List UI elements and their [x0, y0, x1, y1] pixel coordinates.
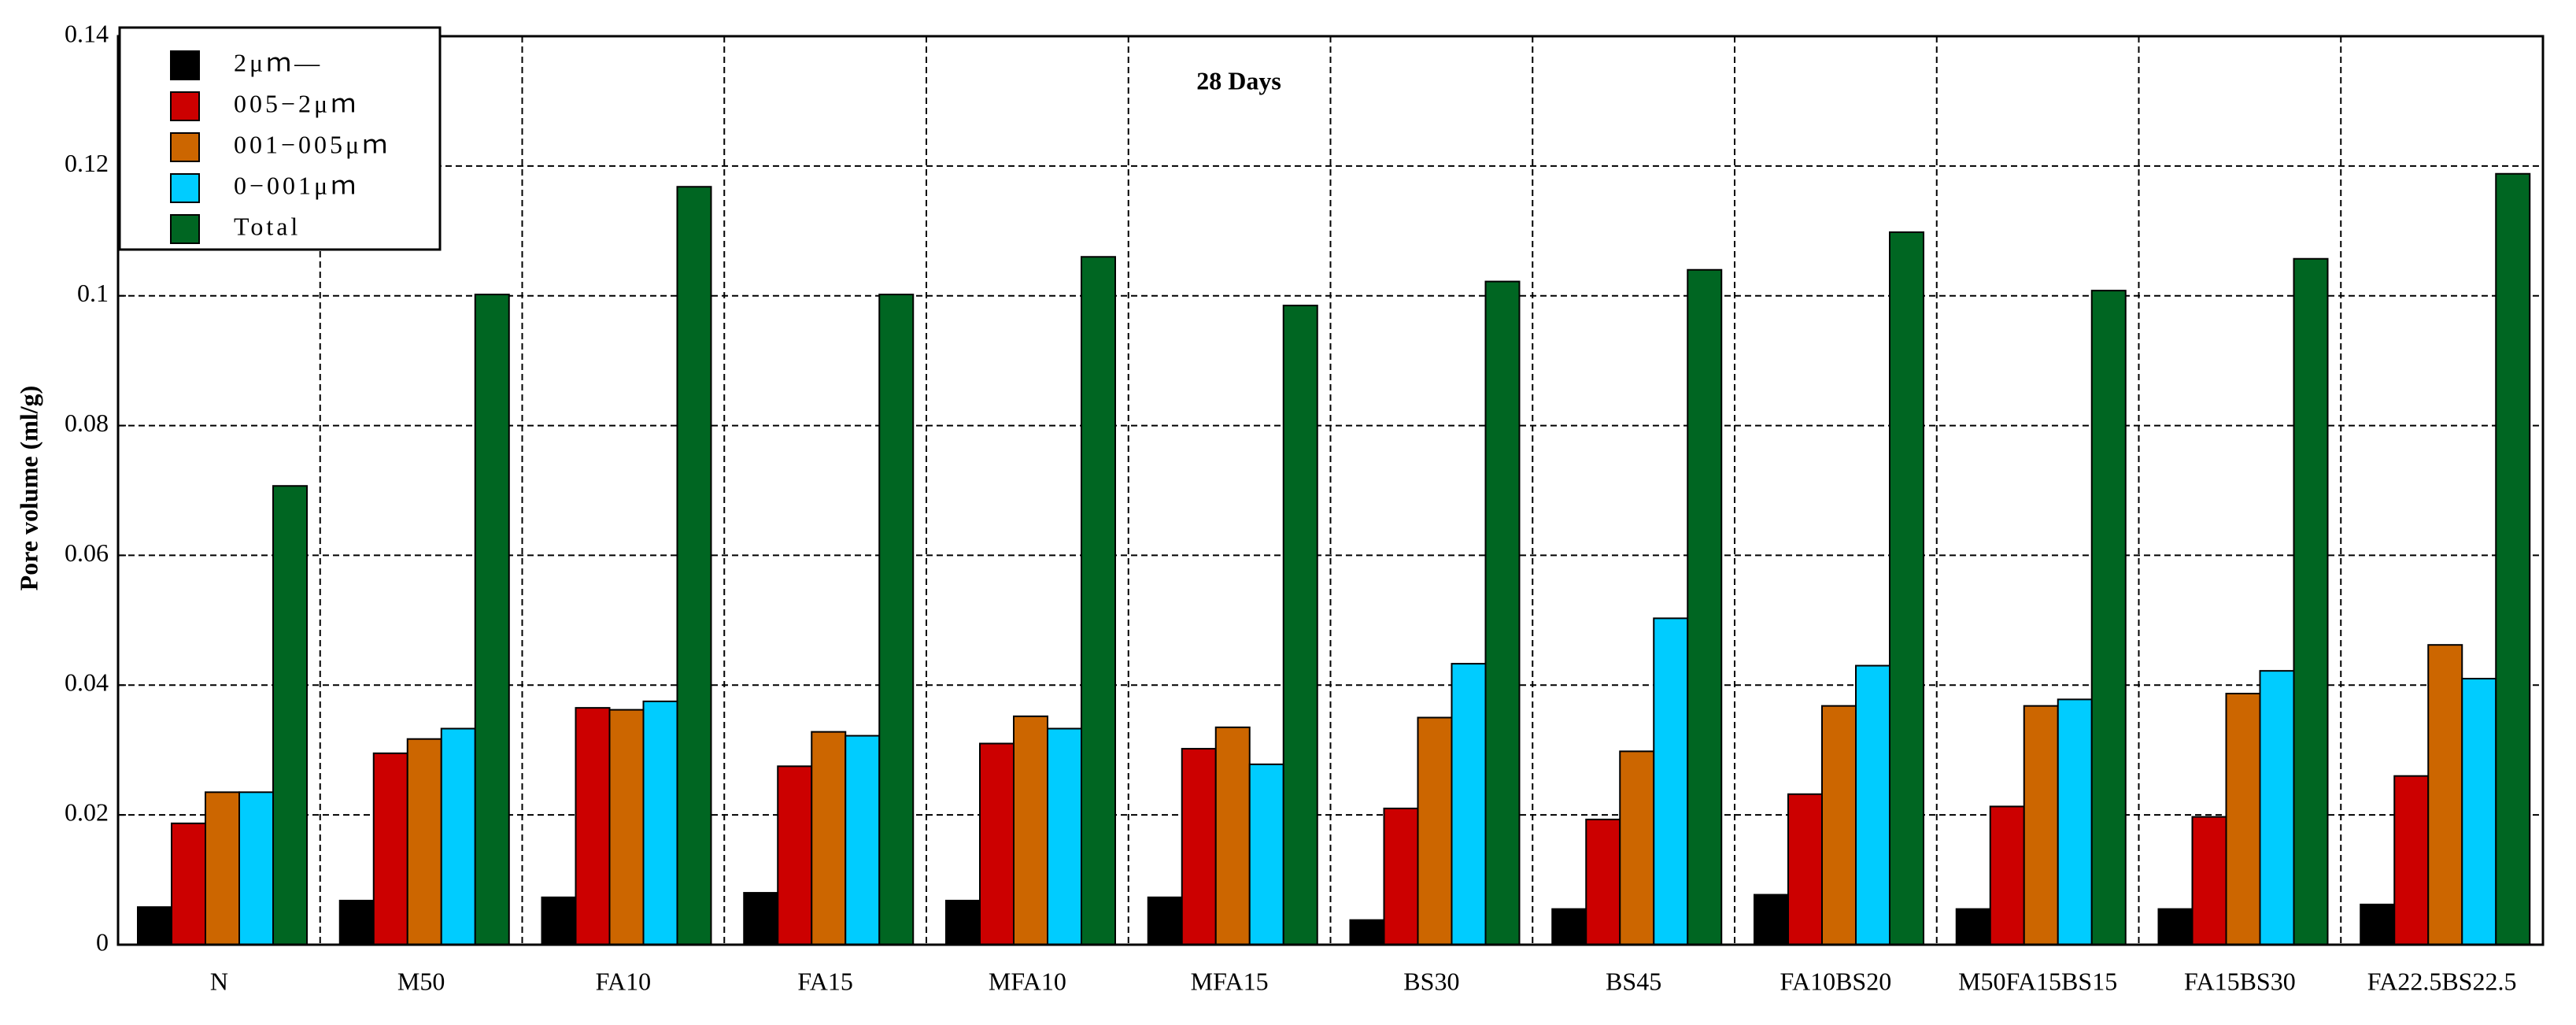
- bar: [137, 906, 172, 945]
- bar: [474, 294, 510, 945]
- bar: [1013, 715, 1048, 945]
- y-tick-label: 0.08: [65, 409, 109, 437]
- bar: [1889, 231, 1924, 946]
- legend-label: 0−001μｍ: [234, 171, 359, 199]
- bar: [2225, 693, 2261, 945]
- bar: [2393, 775, 2430, 946]
- legend-swatch: [170, 50, 200, 80]
- bar: [979, 742, 1015, 945]
- x-tick-label: FA15BS30: [2184, 967, 2296, 995]
- x-tick-label: MFA10: [989, 967, 1066, 995]
- bar: [608, 709, 645, 945]
- bar: [238, 791, 274, 945]
- bar: [2157, 908, 2193, 946]
- legend-label: Total: [234, 212, 301, 240]
- x-tick-label: FA10BS20: [1780, 967, 1892, 995]
- bar: [1989, 805, 2025, 945]
- bar: [272, 485, 308, 945]
- bar: [2090, 290, 2127, 945]
- legend-label: 005−2μｍ: [234, 89, 359, 117]
- bar: [2023, 705, 2059, 945]
- bar: [878, 294, 915, 945]
- legend-swatch: [170, 132, 200, 162]
- bar: [2360, 903, 2396, 945]
- x-tick-label: BS45: [1606, 967, 1661, 995]
- y-tick-label: 0: [96, 927, 109, 956]
- bar: [2191, 816, 2227, 946]
- bar: [1081, 256, 1116, 945]
- x-tick-label: FA10: [596, 967, 652, 995]
- bar: [1214, 726, 1251, 945]
- bar: [642, 700, 678, 946]
- bar: [743, 892, 779, 945]
- y-tick-label: 0.02: [65, 797, 109, 826]
- chart-title: 28 Days: [1196, 66, 1281, 94]
- bar: [338, 899, 375, 946]
- legend-swatch: [170, 91, 200, 121]
- bar: [541, 896, 577, 946]
- bar: [2461, 678, 2497, 945]
- bar: [1248, 763, 1284, 945]
- bar: [205, 791, 240, 945]
- bar: [811, 731, 847, 945]
- bar: [945, 899, 981, 946]
- bar: [372, 752, 408, 945]
- x-tick-label: FA22.5BS22.5: [2367, 967, 2517, 995]
- y-tick-label: 0.1: [77, 279, 109, 307]
- bar: [2427, 644, 2463, 945]
- bar: [1754, 894, 1789, 946]
- bar: [2495, 172, 2531, 945]
- x-tick-label: N: [210, 967, 228, 995]
- bar: [1855, 664, 1890, 945]
- bar: [844, 735, 881, 946]
- bar: [1383, 807, 1419, 946]
- y-tick-label: 0.14: [65, 19, 109, 47]
- bar: [2293, 257, 2329, 946]
- y-tick-label: 0.12: [65, 149, 109, 177]
- bar: [1821, 705, 1857, 945]
- bar: [777, 765, 813, 945]
- plot-frame: [116, 35, 2545, 946]
- bar: [1955, 908, 1991, 946]
- x-tick-label: MFA15: [1191, 967, 1269, 995]
- bar: [1047, 727, 1082, 946]
- legend-label: 2μｍ—: [234, 48, 323, 76]
- legend-swatch: [170, 173, 200, 203]
- y-tick-label: 0.04: [65, 668, 109, 697]
- bar: [2259, 670, 2295, 945]
- bar: [2057, 698, 2093, 945]
- bar: [1653, 617, 1689, 945]
- bar: [1451, 663, 1487, 945]
- bar: [1147, 896, 1183, 946]
- y-tick-label: 0.06: [65, 538, 109, 567]
- bar: [440, 727, 476, 946]
- bar: [1585, 818, 1621, 945]
- bar: [1787, 793, 1823, 945]
- x-tick-label: M50FA15BS15: [1958, 967, 2117, 995]
- bar: [171, 822, 206, 945]
- bar: [1417, 716, 1453, 945]
- x-tick-label: M50: [397, 967, 445, 995]
- x-tick-label: FA15: [797, 967, 853, 995]
- x-tick-label: BS30: [1403, 967, 1459, 995]
- bar: [1349, 919, 1385, 945]
- legend-swatch: [170, 214, 200, 244]
- bar: [1484, 280, 1521, 945]
- bar: [1282, 305, 1318, 946]
- bar: [575, 707, 611, 946]
- bar: [406, 738, 442, 945]
- y-axis-label: Pore volume (ml/g): [14, 386, 43, 591]
- bar: [1687, 268, 1723, 945]
- bar: [676, 186, 712, 945]
- bar: [1551, 908, 1587, 946]
- bar: [1619, 750, 1655, 945]
- bar: [1181, 748, 1217, 946]
- legend-label: 001−005μｍ: [234, 130, 390, 158]
